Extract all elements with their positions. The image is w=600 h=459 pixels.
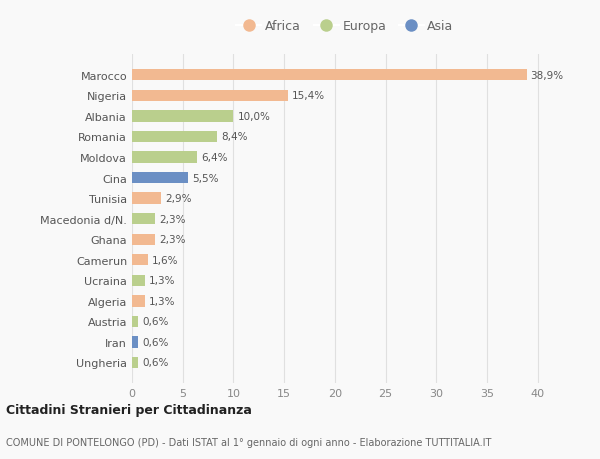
Text: 38,9%: 38,9% (530, 71, 564, 81)
Bar (132, 132, 217, 143)
Bar (132, 90, 288, 102)
Text: 8,4%: 8,4% (221, 132, 248, 142)
Text: 0,6%: 0,6% (142, 317, 169, 327)
Bar (132, 357, 138, 368)
Bar (132, 316, 138, 327)
Text: 15,4%: 15,4% (292, 91, 325, 101)
Text: 5,5%: 5,5% (192, 173, 218, 183)
Bar (132, 296, 145, 307)
Text: 0,6%: 0,6% (142, 358, 169, 368)
Text: COMUNE DI PONTELONGO (PD) - Dati ISTAT al 1° gennaio di ogni anno - Elaborazione: COMUNE DI PONTELONGO (PD) - Dati ISTAT a… (6, 437, 491, 447)
Bar (132, 152, 197, 163)
Bar (132, 234, 155, 245)
Text: 1,3%: 1,3% (149, 296, 176, 306)
Bar (132, 275, 145, 286)
Bar (132, 336, 138, 348)
Text: 0,6%: 0,6% (142, 337, 169, 347)
Bar (132, 70, 527, 81)
Text: 2,3%: 2,3% (160, 235, 186, 245)
Text: 2,3%: 2,3% (160, 214, 186, 224)
Text: 1,3%: 1,3% (149, 276, 176, 285)
Bar (132, 193, 161, 204)
Text: 6,4%: 6,4% (201, 153, 227, 162)
Legend: Africa, Europa, Asia: Africa, Europa, Asia (232, 15, 458, 38)
Bar (132, 173, 188, 184)
Text: 2,9%: 2,9% (166, 194, 192, 204)
Bar (132, 213, 155, 225)
Text: Cittadini Stranieri per Cittadinanza: Cittadini Stranieri per Cittadinanza (6, 403, 252, 416)
Text: 10,0%: 10,0% (238, 112, 271, 122)
Bar (132, 111, 233, 122)
Text: 1,6%: 1,6% (152, 255, 179, 265)
Bar (132, 255, 148, 266)
